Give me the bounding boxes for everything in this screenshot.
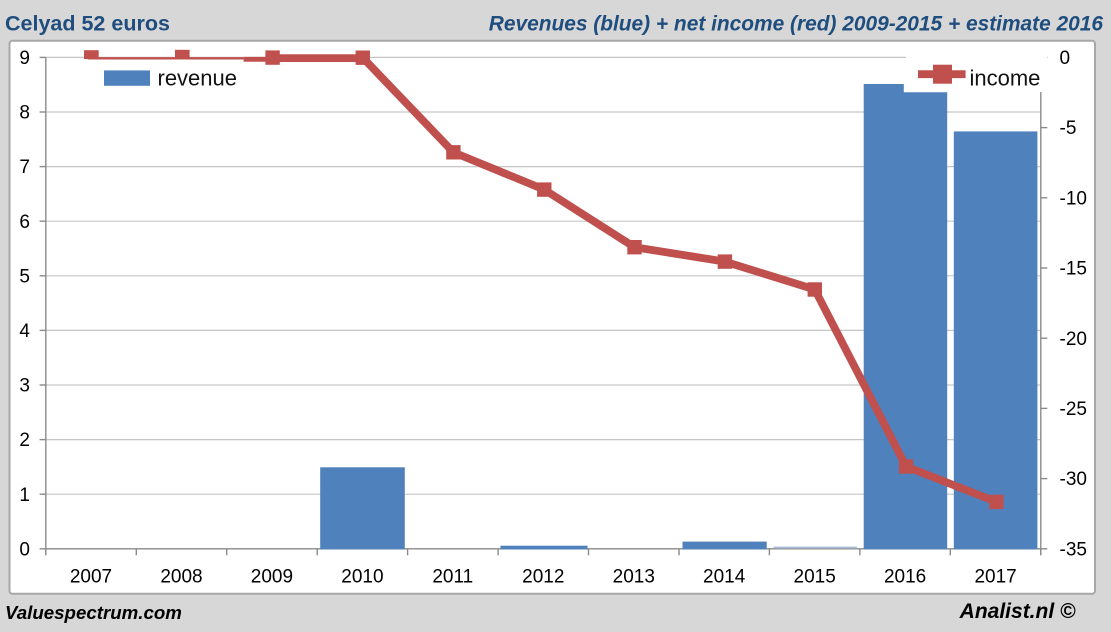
svg-text:-35: -35 <box>1060 539 1087 560</box>
svg-text:8: 8 <box>19 103 30 124</box>
svg-text:0: 0 <box>19 539 30 560</box>
svg-text:6: 6 <box>19 212 30 233</box>
svg-text:2: 2 <box>19 430 30 451</box>
svg-text:2013: 2013 <box>613 567 655 588</box>
svg-text:Analist.nl ©: Analist.nl © <box>959 600 1076 623</box>
svg-text:5: 5 <box>19 266 30 287</box>
svg-text:Valuespectrum.com: Valuespectrum.com <box>5 602 182 623</box>
svg-text:2012: 2012 <box>522 567 564 588</box>
svg-text:0: 0 <box>1060 48 1071 69</box>
svg-text:3: 3 <box>19 376 30 397</box>
svg-text:2010: 2010 <box>341 567 383 588</box>
svg-text:-15: -15 <box>1060 259 1087 280</box>
svg-text:2016: 2016 <box>884 567 926 588</box>
svg-text:2017: 2017 <box>974 567 1016 588</box>
svg-text:2008: 2008 <box>160 567 202 588</box>
svg-text:income: income <box>970 66 1041 91</box>
svg-text:9: 9 <box>19 48 30 69</box>
svg-text:revenue: revenue <box>158 66 238 91</box>
svg-text:Celyad 52 euros: Celyad 52 euros <box>5 12 170 36</box>
svg-text:2014: 2014 <box>703 567 746 588</box>
svg-text:1: 1 <box>19 485 30 506</box>
svg-text:Revenues (blue) + net income (: Revenues (blue) + net income (red) 2009-… <box>489 13 1104 36</box>
svg-text:-5: -5 <box>1060 118 1077 139</box>
svg-text:-10: -10 <box>1060 188 1087 209</box>
svg-text:2015: 2015 <box>794 567 836 588</box>
svg-text:-20: -20 <box>1060 329 1087 350</box>
svg-text:2011: 2011 <box>432 567 473 588</box>
svg-text:2007: 2007 <box>70 567 112 588</box>
svg-text:2009: 2009 <box>251 567 293 588</box>
svg-text:-25: -25 <box>1060 399 1087 420</box>
svg-text:7: 7 <box>19 157 30 178</box>
svg-text:4: 4 <box>19 321 30 342</box>
svg-text:-30: -30 <box>1060 469 1087 490</box>
